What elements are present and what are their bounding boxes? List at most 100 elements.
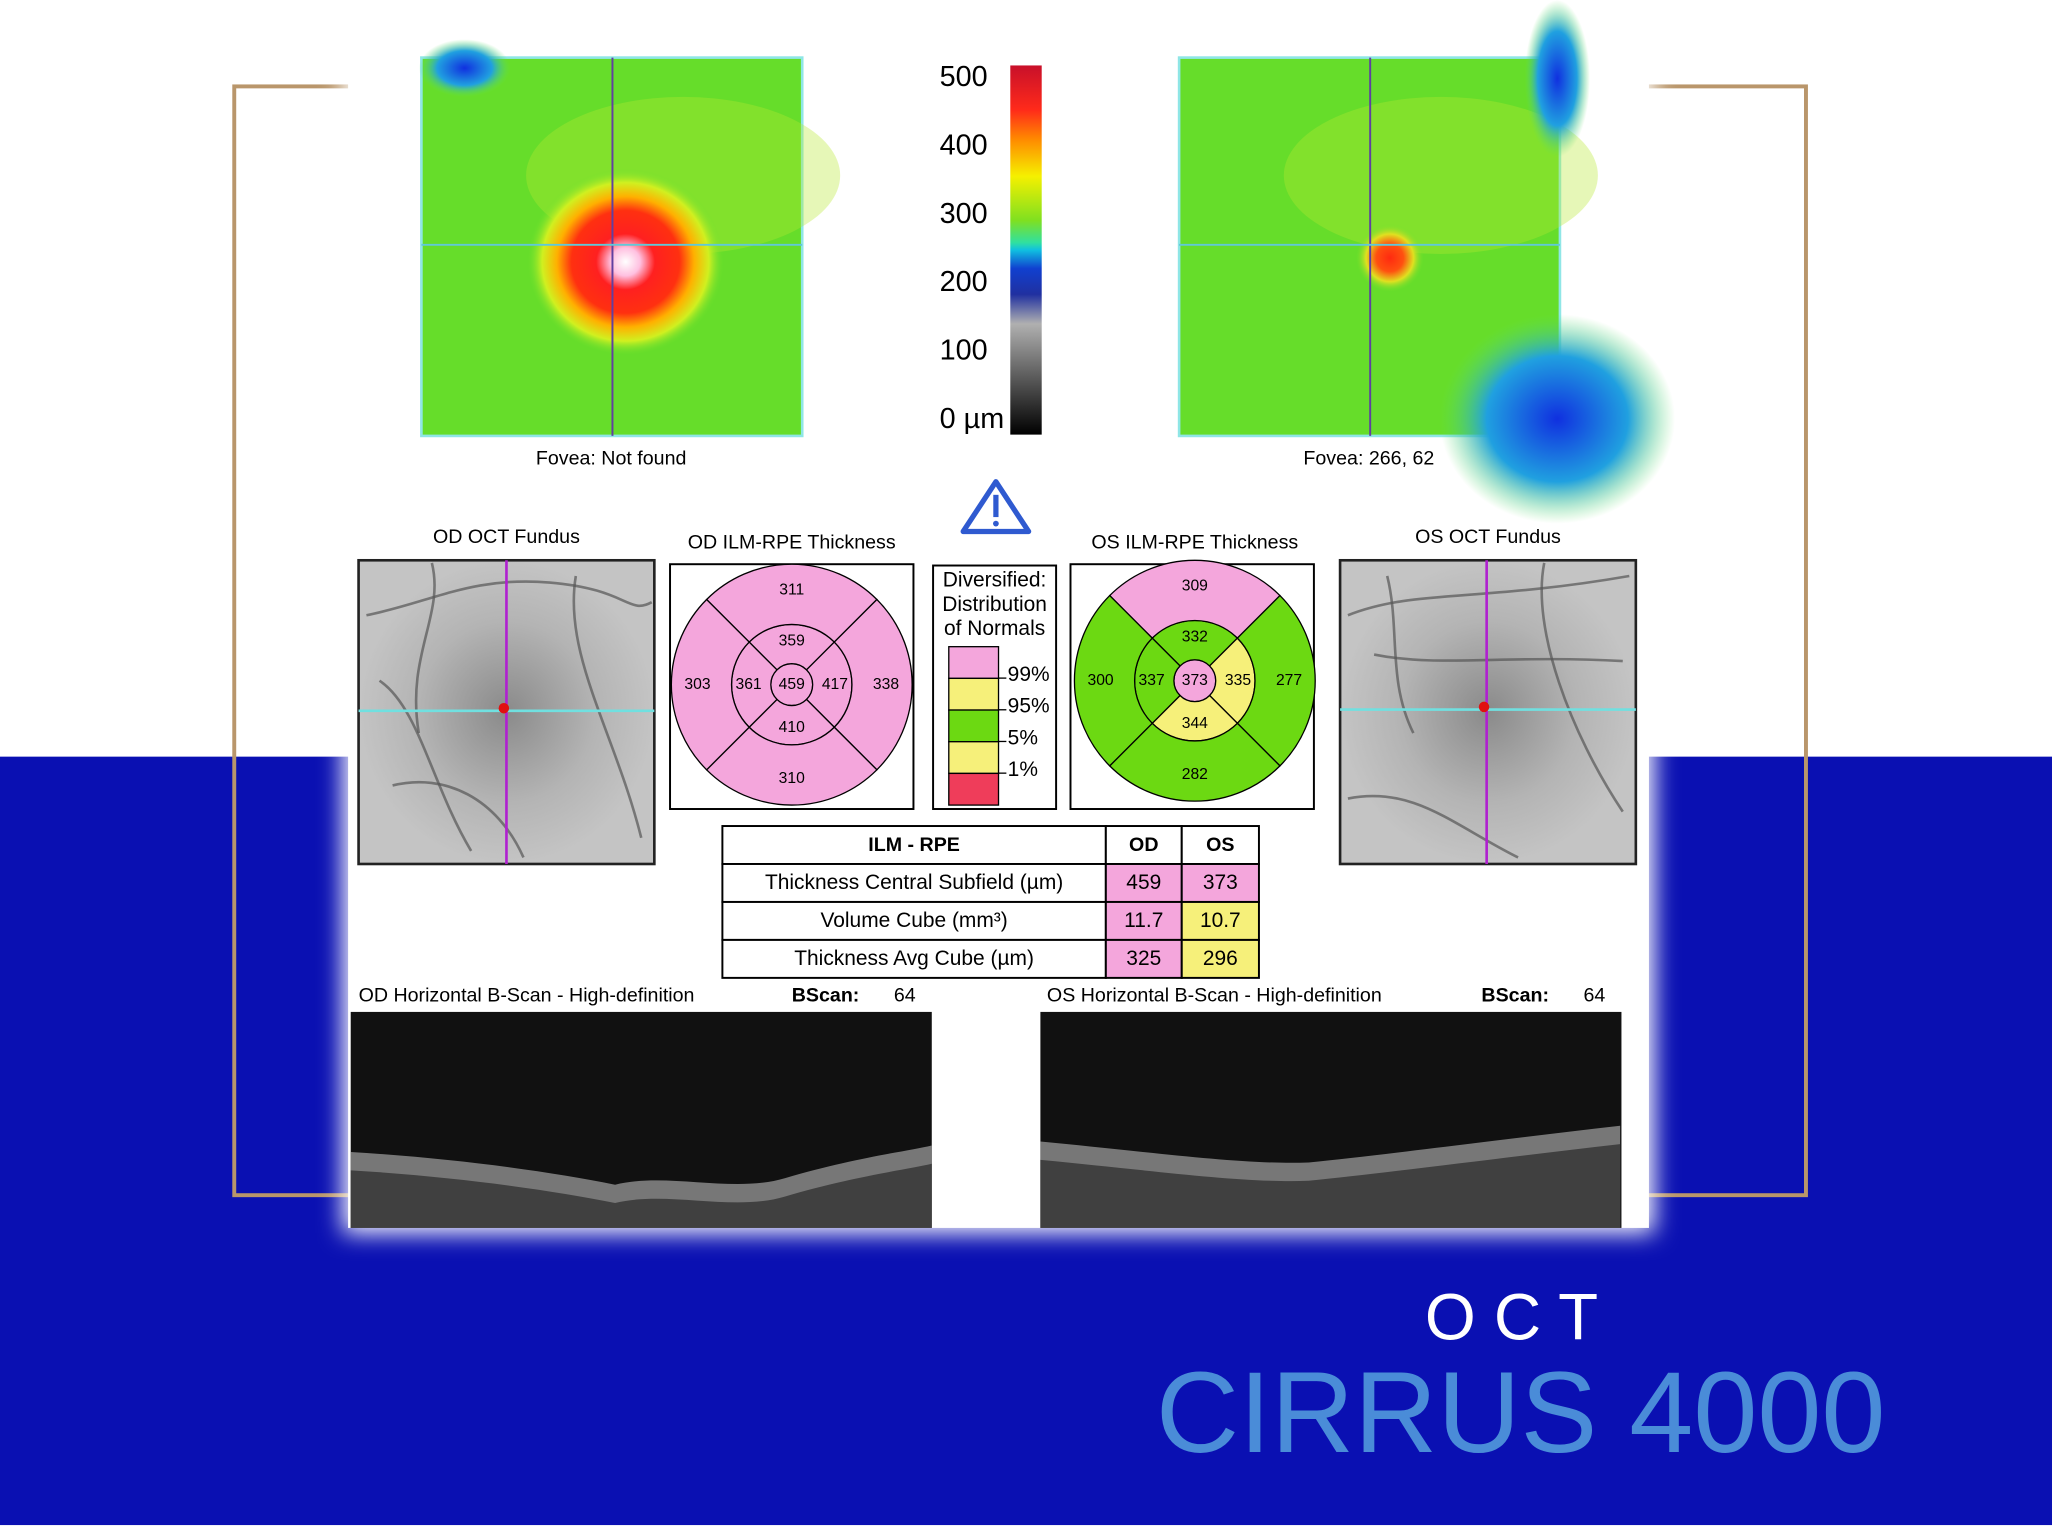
legend-title: Distribution [942, 593, 1047, 616]
colorbar-label: 400 [940, 129, 988, 161]
map-corner [418, 39, 511, 97]
map-blob [527, 168, 724, 356]
grid-sector [705, 726, 878, 806]
vessel [378, 679, 473, 852]
legend-swatch [948, 646, 1000, 680]
table-text: Thickness Central Subfield (µm) [765, 871, 1063, 894]
grid-value: 300 [1088, 672, 1114, 689]
table-text: Volume Cube (mm³) [820, 909, 1007, 932]
brand-subtitle: O C T [1425, 1280, 1598, 1353]
vessel [572, 575, 643, 839]
grid-value: 361 [735, 676, 761, 693]
vessel [1347, 574, 1630, 617]
legend-title: Diversified: [943, 569, 1047, 592]
table-text: 11.7 [1124, 909, 1163, 932]
grid-title: OS ILM-RPE Thickness [1091, 531, 1298, 553]
table-header-cell [1180, 825, 1260, 865]
map-texture [1283, 96, 1598, 254]
colorbar-label: 500 [940, 61, 988, 93]
grid-sector [670, 598, 751, 771]
bscan-number: 64 [1583, 984, 1605, 1006]
legend-title: of Normals [944, 617, 1045, 640]
retina-layer [1040, 1144, 1621, 1228]
fovea-dot [498, 702, 510, 714]
vessel [1385, 575, 1415, 734]
table-cell [1104, 938, 1183, 979]
table-text: 325 [1126, 947, 1161, 970]
grid-value: 277 [1276, 672, 1302, 689]
vessel [366, 580, 653, 617]
legend-label: 1% [1008, 758, 1038, 781]
table-header: OD [1129, 834, 1158, 856]
map-blob [1355, 223, 1424, 292]
table-header-cell [1104, 825, 1183, 865]
colorbar-label: 300 [940, 198, 988, 230]
table-text: Thickness Avg Cube (µm) [794, 947, 1034, 970]
grid-value: 459 [779, 676, 805, 693]
table-cell [721, 938, 1107, 979]
grid-sector [1073, 594, 1154, 767]
legend-label: 99% [1008, 663, 1050, 686]
grid-value: 337 [1139, 672, 1165, 689]
fovea-dot [1478, 701, 1490, 713]
vessel [1540, 562, 1624, 813]
grid-value: 373 [1182, 672, 1208, 689]
table-cell [1104, 900, 1183, 941]
bscan-label: BScan: [792, 984, 860, 1006]
grid-value: 282 [1182, 766, 1208, 783]
warning-dot [993, 520, 999, 527]
table-header: OS [1206, 834, 1234, 856]
grid-value: 311 [779, 582, 804, 599]
bscan-label: BScan: [1481, 984, 1549, 1006]
bscan-number: 64 [894, 984, 916, 1006]
report: Fovea: Not found Fovea: 266, 62 500 400 300 2… [350, 0, 1886, 1477]
colorbar-label: 100 [940, 334, 988, 366]
colorbar-label: 200 [940, 266, 988, 298]
legend-swatch [948, 709, 1000, 743]
fovea-label: Fovea: Not found [536, 448, 687, 470]
grid-sector [1236, 594, 1316, 767]
table-header: ILM - RPE [868, 834, 960, 856]
grid-value: 344 [1182, 715, 1208, 732]
grid-value: 303 [684, 676, 710, 693]
grid-value: 410 [779, 719, 805, 736]
legend-swatch [948, 772, 1000, 806]
legend-swatch [948, 677, 1000, 711]
grid-value: 310 [779, 770, 805, 787]
grid-value: 309 [1182, 578, 1208, 595]
grid-sector [833, 598, 913, 771]
legend-label: 5% [1008, 726, 1038, 749]
grid-value: 359 [779, 633, 805, 650]
grid-value: 338 [873, 676, 899, 693]
vessel [414, 562, 436, 734]
fundus-title: OS OCT Fundus [1415, 526, 1561, 548]
colorbar [1010, 65, 1042, 435]
vessel [1373, 653, 1623, 663]
table-cell [1180, 938, 1260, 979]
grid-sector [1108, 722, 1281, 802]
table-cell [1180, 863, 1260, 903]
fovea-label: Fovea: 266, 62 [1303, 448, 1434, 470]
legend-label: 95% [1008, 695, 1050, 718]
table-text: 459 [1126, 871, 1161, 894]
vessel [1347, 794, 1519, 859]
grid-sector [705, 563, 878, 643]
brand-title: CIRRUS 4000 [1156, 1349, 1886, 1477]
map-corner [1524, 0, 1591, 158]
table-text: 373 [1203, 871, 1238, 894]
retina-layer [350, 1163, 932, 1228]
fundus-title: OD OCT Fundus [433, 526, 580, 548]
grid-value: 335 [1225, 672, 1251, 689]
vessel [392, 780, 525, 858]
bscan-title: OS Horizontal B-Scan - High-definition [1047, 984, 1382, 1006]
grid-value: 332 [1182, 629, 1208, 646]
bscan-title: OD Horizontal B-Scan - High-definition [359, 984, 695, 1006]
map-corner [1439, 314, 1676, 524]
grid-value: 417 [822, 676, 848, 693]
colorbar-label: 0 µm [940, 403, 1005, 435]
table-text: 10.7 [1200, 909, 1241, 932]
grid-sector [1108, 559, 1281, 640]
grid-title: OD ILM-RPE Thickness [688, 531, 896, 553]
table-text: 296 [1203, 947, 1238, 970]
